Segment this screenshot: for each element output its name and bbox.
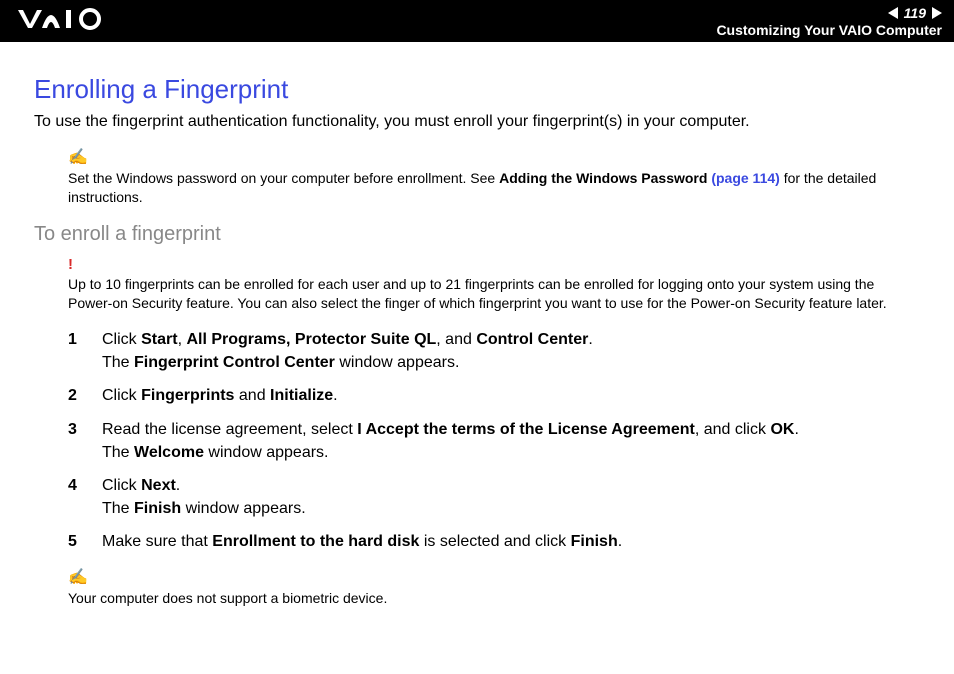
header-right: 119 Customizing Your VAIO Computer <box>716 5 942 38</box>
note1-page-link[interactable]: (page 114) <box>711 170 779 186</box>
note-icon: ✍ <box>68 147 920 167</box>
note-text-2: Your computer does not support a biometr… <box>68 589 920 608</box>
s1b: Start <box>141 331 177 348</box>
s1h: The <box>102 354 134 371</box>
page-number: 119 <box>904 5 926 21</box>
s5e: . <box>618 533 622 550</box>
s3f: The <box>102 444 134 461</box>
s3a: Read the license agreement, select <box>102 421 357 438</box>
s4a: Click <box>102 477 141 494</box>
warning-text: Up to 10 fingerprints can be enrolled fo… <box>68 275 920 314</box>
header-section-title: Customizing Your VAIO Computer <box>716 22 942 38</box>
intro-paragraph: To use the fingerprint authentication fu… <box>34 113 920 131</box>
s3b: I Accept the terms of the License Agreem… <box>357 421 695 438</box>
s3d: OK <box>770 421 794 438</box>
s1i: Fingerprint Control Center <box>134 354 335 371</box>
s5c: is selected and click <box>419 533 570 550</box>
s4c: . <box>176 477 180 494</box>
s4f: window appears. <box>181 500 306 517</box>
s2b: Fingerprints <box>141 387 234 404</box>
page-content: Enrolling a Fingerprint To use the finge… <box>0 42 954 608</box>
s2d: Initialize <box>270 387 333 404</box>
s4d: The <box>102 500 134 517</box>
step-3: Read the license agreement, select I Acc… <box>68 418 920 464</box>
s4e: Finish <box>134 500 181 517</box>
s3e: . <box>794 421 798 438</box>
page-nav: 119 <box>716 5 942 21</box>
s3h: window appears. <box>204 444 329 461</box>
s3c: , and click <box>695 421 771 438</box>
note-block-1: ✍ Set the Windows password on your compu… <box>68 147 920 207</box>
s1g: . <box>588 331 592 348</box>
steps-list: Click Start, All Programs, Protector Sui… <box>34 328 920 554</box>
step-2: Click Fingerprints and Initialize. <box>68 384 920 407</box>
vaio-logo-svg <box>18 8 106 30</box>
step-4: Click Next. The Finish window appears. <box>68 474 920 520</box>
warning-icon: ! <box>68 256 920 273</box>
s1a: Click <box>102 331 141 348</box>
note-block-2: ✍ Your computer does not support a biome… <box>68 567 920 608</box>
step-5: Make sure that Enrollment to the hard di… <box>68 530 920 553</box>
note1-pre: Set the Windows password on your compute… <box>68 170 499 186</box>
s2e: . <box>333 387 337 404</box>
s2c: and <box>234 387 270 404</box>
s4b: Next <box>141 477 176 494</box>
subheading: To enroll a fingerprint <box>34 223 920 246</box>
note-icon-2: ✍ <box>68 567 920 587</box>
page-title: Enrolling a Fingerprint <box>34 74 920 105</box>
vaio-logo <box>18 6 106 37</box>
s5b: Enrollment to the hard disk <box>212 533 419 550</box>
next-page-arrow-icon[interactable] <box>932 7 942 19</box>
s1j: window appears. <box>335 354 460 371</box>
prev-page-arrow-icon[interactable] <box>888 7 898 19</box>
s2a: Click <box>102 387 141 404</box>
s5d: Finish <box>571 533 618 550</box>
note-text-1: Set the Windows password on your compute… <box>68 169 920 207</box>
warning-block: ! Up to 10 fingerprints can be enrolled … <box>68 256 920 314</box>
s5a: Make sure that <box>102 533 212 550</box>
s1f: Control Center <box>476 331 588 348</box>
step-1: Click Start, All Programs, Protector Sui… <box>68 328 920 374</box>
s3g: Welcome <box>134 444 204 461</box>
s1d: All Programs, Protector Suite QL <box>186 331 436 348</box>
note1-bold: Adding the Windows Password <box>499 170 711 186</box>
header-bar: 119 Customizing Your VAIO Computer <box>0 0 954 42</box>
s1e: , and <box>436 331 476 348</box>
